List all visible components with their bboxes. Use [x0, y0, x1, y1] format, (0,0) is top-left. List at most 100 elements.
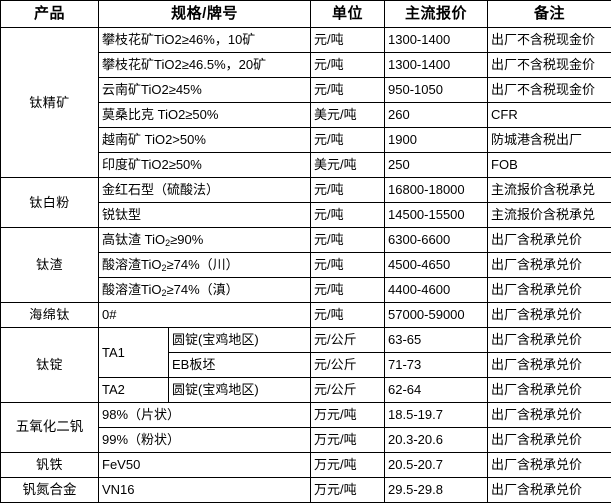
note-cell: FOB — [488, 153, 611, 178]
price-cell: 950-1050 — [385, 78, 488, 103]
spec-subscript: 2 — [161, 288, 166, 298]
price-cell: 71-73 — [385, 353, 488, 378]
product-name-cell: 钛精矿 — [1, 28, 99, 178]
table-row: 钛精矿 攀枝花矿TiO2≥46%，10矿 元/吨 1300-1400 出厂不含税… — [1, 28, 611, 53]
unit-cell: 元/吨 — [311, 53, 385, 78]
note-cell: 出厂含税承兑价 — [488, 253, 611, 278]
unit-cell: 元/吨 — [311, 78, 385, 103]
unit-cell: 美元/吨 — [311, 153, 385, 178]
spec-cell: 圆锭(宝鸡地区) — [169, 328, 311, 353]
spec-cell: 圆锭(宝鸡地区) — [169, 378, 311, 403]
price-cell: 1900 — [385, 128, 488, 153]
spec-cell: 金红石型（硫酸法） — [99, 178, 311, 203]
unit-cell: 万元/吨 — [311, 403, 385, 428]
product-name-cell: 钛锭 — [1, 328, 99, 403]
unit-cell: 元/吨 — [311, 228, 385, 253]
grade-cell: TA1 — [99, 328, 169, 378]
price-cell: 250 — [385, 153, 488, 178]
unit-cell: 元/吨 — [311, 28, 385, 53]
spec-text-suffix: ≥90% — [170, 232, 203, 247]
unit-cell: 美元/吨 — [311, 103, 385, 128]
column-header-spec: 规格/牌号 — [99, 1, 311, 28]
price-cell: 6300-6600 — [385, 228, 488, 253]
note-cell: 出厂含税承兑价 — [488, 328, 611, 353]
price-cell: 20.5-20.7 — [385, 453, 488, 478]
price-cell: 4400-4600 — [385, 278, 488, 303]
spec-text-suffix: ≥74%（川） — [166, 257, 238, 272]
spec-cell: 99%（粉状） — [99, 428, 311, 453]
spec-cell: 攀枝花矿TiO2≥46.5%，20矿 — [99, 53, 311, 78]
product-name-cell: 钒铁 — [1, 453, 99, 478]
table-header-row: 产品 规格/牌号 单位 主流报价 备注 — [1, 1, 611, 28]
unit-cell: 元/公斤 — [311, 378, 385, 403]
note-cell: 主流报价含税承兑 — [488, 203, 611, 228]
spec-cell: 0# — [99, 303, 311, 328]
unit-cell: 元/吨 — [311, 203, 385, 228]
spec-text-prefix: 酸溶渣TiO — [102, 282, 161, 297]
note-cell: 出厂不含税现金价 — [488, 53, 611, 78]
unit-cell: 万元/吨 — [311, 428, 385, 453]
column-header-note: 备注 — [488, 1, 611, 28]
column-header-price: 主流报价 — [385, 1, 488, 28]
price-cell: 18.5-19.7 — [385, 403, 488, 428]
note-cell: CFR — [488, 103, 611, 128]
table-row: 五氧化二钒 98%（片状） 万元/吨 18.5-19.7 出厂含税承兑价 — [1, 403, 611, 428]
unit-cell: 元/吨 — [311, 278, 385, 303]
spec-cell: 攀枝花矿TiO2≥46%，10矿 — [99, 28, 311, 53]
note-cell: 出厂含税承兑价 — [488, 353, 611, 378]
spec-cell: 锐钛型 — [99, 203, 311, 228]
unit-cell: 元/吨 — [311, 253, 385, 278]
spec-cell: 莫桑比克 TiO2≥50% — [99, 103, 311, 128]
price-cell: 62-64 — [385, 378, 488, 403]
note-cell: 出厂含税承兑价 — [488, 453, 611, 478]
unit-cell: 元/公斤 — [311, 353, 385, 378]
note-cell: 出厂含税承兑价 — [488, 228, 611, 253]
product-name-cell: 海绵钛 — [1, 303, 99, 328]
unit-cell: 元/吨 — [311, 178, 385, 203]
price-cell: 1300-1400 — [385, 28, 488, 53]
product-name-cell: 钛渣 — [1, 228, 99, 303]
price-cell: 63-65 — [385, 328, 488, 353]
spec-cell: VN16 — [99, 478, 311, 503]
spec-text-prefix: 酸溶渣TiO — [102, 257, 161, 272]
product-name-cell: 五氧化二钒 — [1, 403, 99, 453]
table-row: 钛白粉 金红石型（硫酸法） 元/吨 16800-18000 主流报价含税承兑 — [1, 178, 611, 203]
price-cell: 4500-4650 — [385, 253, 488, 278]
note-cell: 出厂含税承兑价 — [488, 303, 611, 328]
spec-cell: 越南矿 TiO2>50% — [99, 128, 311, 153]
spec-subscript: 2 — [165, 238, 170, 248]
note-cell: 主流报价含税承兑 — [488, 178, 611, 203]
note-cell: 出厂含税承兑价 — [488, 378, 611, 403]
product-name-cell: 钒氮合金 — [1, 478, 99, 503]
price-cell: 14500-15500 — [385, 203, 488, 228]
spec-cell: FeV50 — [99, 453, 311, 478]
table-body: 钛精矿 攀枝花矿TiO2≥46%，10矿 元/吨 1300-1400 出厂不含税… — [1, 28, 611, 503]
table-row: 钒铁 FeV50 万元/吨 20.5-20.7 出厂含税承兑价 — [1, 453, 611, 478]
price-cell: 16800-18000 — [385, 178, 488, 203]
spec-cell: 高钛渣 TiO2≥90% — [99, 228, 311, 253]
product-name-cell: 钛白粉 — [1, 178, 99, 228]
unit-cell: 万元/吨 — [311, 478, 385, 503]
table-row: 海绵钛 0# 元/吨 57000-59000 出厂含税承兑价 — [1, 303, 611, 328]
note-cell: 出厂含税承兑价 — [488, 403, 611, 428]
spec-text-prefix: 高钛渣 TiO — [102, 232, 165, 247]
table-row: 钛渣 高钛渣 TiO2≥90% 元/吨 6300-6600 出厂含税承兑价 — [1, 228, 611, 253]
note-cell: 出厂不含税现金价 — [488, 78, 611, 103]
spec-cell: 印度矿TiO2≥50% — [99, 153, 311, 178]
table-row: 钒氮合金 VN16 万元/吨 29.5-29.8 出厂含税承兑价 — [1, 478, 611, 503]
note-cell: 出厂含税承兑价 — [488, 428, 611, 453]
price-cell: 20.3-20.6 — [385, 428, 488, 453]
unit-cell: 万元/吨 — [311, 453, 385, 478]
price-cell: 57000-59000 — [385, 303, 488, 328]
column-header-unit: 单位 — [311, 1, 385, 28]
price-cell: 1300-1400 — [385, 53, 488, 78]
unit-cell: 元/吨 — [311, 128, 385, 153]
price-cell: 260 — [385, 103, 488, 128]
note-cell: 出厂不含税现金价 — [488, 28, 611, 53]
unit-cell: 元/吨 — [311, 303, 385, 328]
note-cell: 防城港含税出厂 — [488, 128, 611, 153]
spec-cell: 云南矿TiO2≥45% — [99, 78, 311, 103]
spec-text-suffix: ≥74%（滇） — [166, 282, 238, 297]
spec-cell: 酸溶渣TiO2≥74%（川） — [99, 253, 311, 278]
